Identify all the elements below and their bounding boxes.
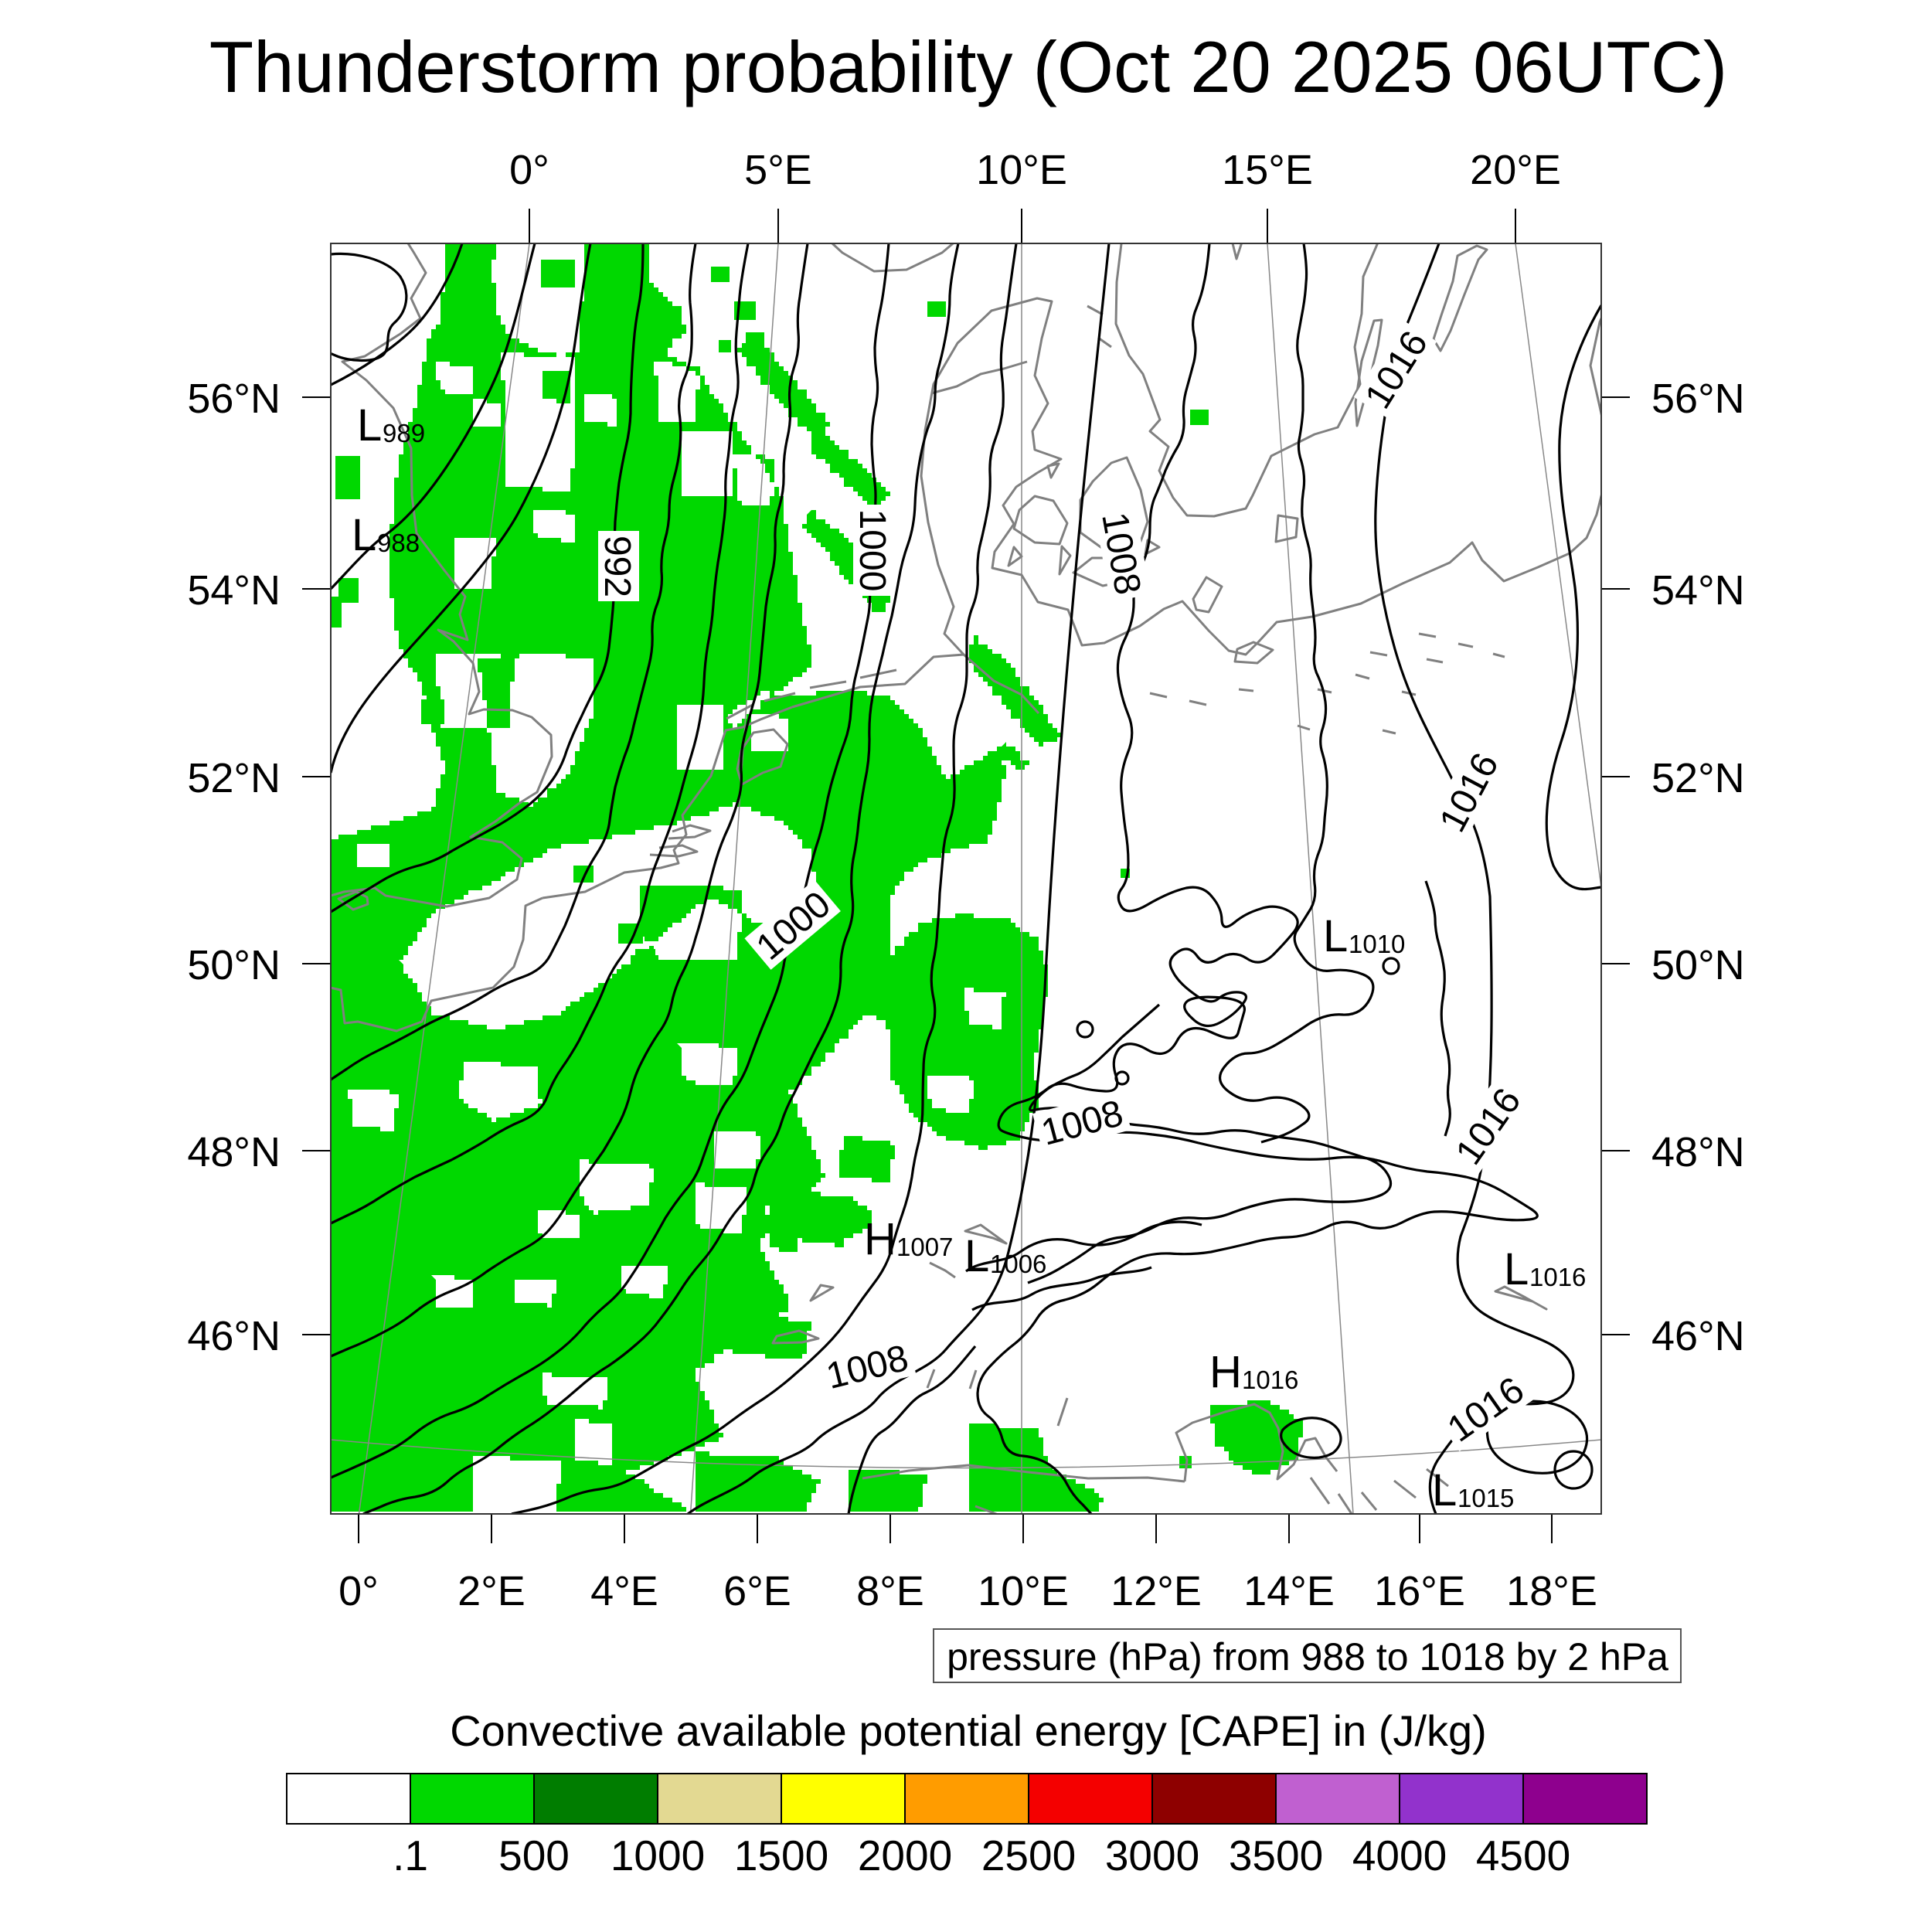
svg-text:4°E: 4°E: [590, 1568, 658, 1614]
svg-text:1010: 1010: [1349, 930, 1405, 958]
svg-text:50°N: 50°N: [1651, 942, 1745, 988]
svg-text:500: 500: [498, 1832, 570, 1879]
svg-text:1016: 1016: [1529, 1263, 1586, 1291]
svg-text:988: 988: [377, 529, 420, 557]
svg-text:5°E: 5°E: [744, 147, 812, 193]
svg-text:0°: 0°: [338, 1568, 379, 1614]
svg-text:4500: 4500: [1476, 1832, 1570, 1879]
svg-text:1000: 1000: [611, 1832, 705, 1879]
svg-text:4000: 4000: [1352, 1832, 1447, 1879]
svg-text:1000: 1000: [852, 509, 893, 592]
svg-text:L: L: [964, 1231, 989, 1281]
svg-text:L: L: [1432, 1465, 1457, 1515]
svg-text:1016: 1016: [1242, 1366, 1298, 1394]
svg-text:3000: 3000: [1105, 1832, 1199, 1879]
svg-text:2500: 2500: [981, 1832, 1076, 1879]
svg-text:.1: .1: [393, 1832, 428, 1879]
svg-text:20°E: 20°E: [1470, 147, 1561, 193]
svg-text:992: 992: [597, 536, 638, 597]
svg-text:54°N: 54°N: [187, 567, 281, 614]
svg-text:0°: 0°: [509, 147, 549, 193]
svg-text:16°E: 16°E: [1374, 1568, 1465, 1614]
svg-text:Thunderstorm probability (Oct: Thunderstorm probability (Oct 20 2025 06…: [209, 26, 1727, 107]
svg-text:56°N: 56°N: [1651, 376, 1745, 422]
svg-text:12°E: 12°E: [1111, 1568, 1202, 1614]
svg-text:H: H: [1209, 1347, 1242, 1397]
svg-text:8°E: 8°E: [856, 1568, 924, 1614]
svg-text:46°N: 46°N: [187, 1313, 281, 1359]
svg-text:48°N: 48°N: [187, 1129, 281, 1175]
svg-text:L: L: [1323, 911, 1348, 961]
svg-text:15°E: 15°E: [1222, 147, 1313, 193]
svg-text:1007: 1007: [896, 1233, 953, 1261]
svg-text:6°E: 6°E: [723, 1568, 791, 1614]
svg-text:10°E: 10°E: [976, 147, 1067, 193]
svg-text:54°N: 54°N: [1651, 567, 1745, 614]
svg-text:14°E: 14°E: [1243, 1568, 1335, 1614]
svg-text:1006: 1006: [990, 1250, 1046, 1278]
svg-text:L: L: [357, 400, 382, 451]
svg-text:52°N: 52°N: [1651, 755, 1745, 801]
svg-text:52°N: 52°N: [187, 755, 281, 801]
svg-text:2000: 2000: [858, 1832, 952, 1879]
svg-text:10°E: 10°E: [978, 1568, 1069, 1614]
svg-text:50°N: 50°N: [187, 942, 281, 988]
svg-text:48°N: 48°N: [1651, 1129, 1745, 1175]
svg-text:989: 989: [383, 419, 425, 447]
svg-text:Convective available potential: Convective available potential energy [C…: [450, 1706, 1487, 1755]
svg-text:L: L: [352, 510, 376, 560]
svg-text:46°N: 46°N: [1651, 1313, 1745, 1359]
svg-text:H: H: [864, 1214, 896, 1264]
svg-text:L: L: [1504, 1244, 1529, 1294]
svg-text:1015: 1015: [1458, 1484, 1514, 1512]
svg-text:18°E: 18°E: [1506, 1568, 1597, 1614]
svg-text:pressure (hPa) from 988 to 101: pressure (hPa) from 988 to 1018 by 2 hPa: [947, 1635, 1668, 1679]
svg-text:2°E: 2°E: [457, 1568, 526, 1614]
svg-text:3500: 3500: [1229, 1832, 1323, 1879]
svg-text:1500: 1500: [734, 1832, 828, 1879]
svg-text:56°N: 56°N: [187, 376, 281, 422]
